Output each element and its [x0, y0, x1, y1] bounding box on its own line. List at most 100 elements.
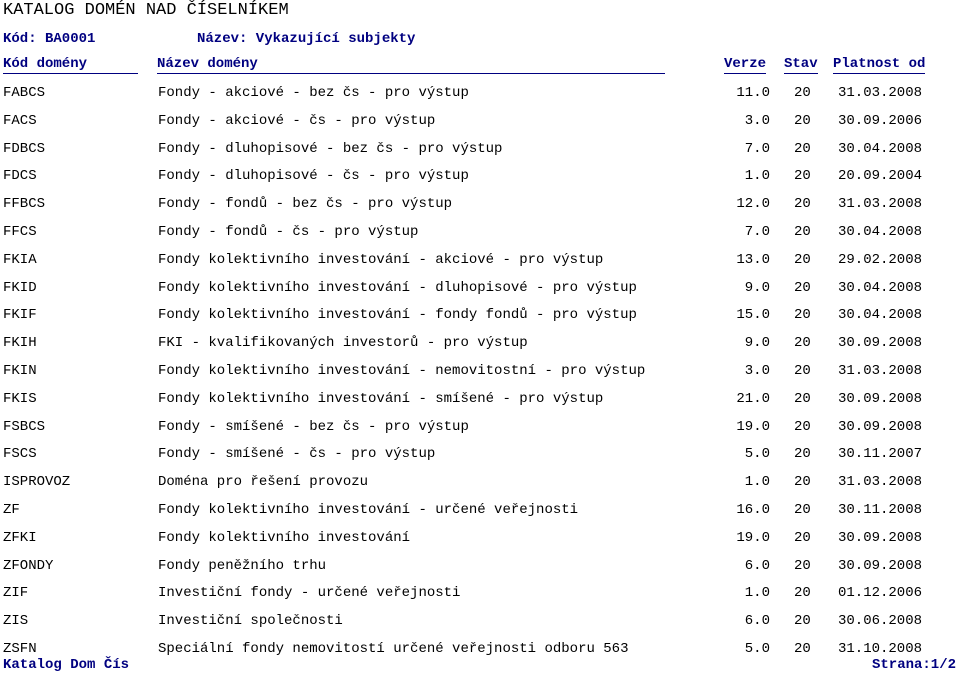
domain-code-cell: FKIN [3, 363, 37, 379]
valid-from-cell: 30.11.2007 [837, 446, 922, 463]
domain-name-cell: Speciální fondy nemovitostí určené veřej… [158, 641, 629, 657]
domain-name-cell: Fondy kolektivního investování - určené … [158, 502, 579, 518]
version-cell: 7.0 [744, 140, 770, 157]
valid-from-cell: 31.03.2008 [837, 196, 922, 213]
domain-code-cell: FKIA [3, 251, 37, 268]
domain-code-cell: ZIS [3, 613, 29, 630]
catalog-name: Název: Vykazující subjekty [197, 31, 416, 47]
table-row: ISPROVOZ Doména pro řešení provozu 1.0 20 31… [0, 473, 960, 491]
table-row: FABCS Fondy - akciové - bez čs - pro výst… [0, 84, 960, 102]
status-cell: 20 [794, 502, 811, 518]
domain-code-cell: FFCS [3, 224, 37, 240]
version-cell: 1.0 [744, 585, 770, 602]
table-row: FKID Fondy kolektivního investování - dlu… [0, 279, 960, 297]
status-cell: 20 [794, 168, 811, 185]
domain-name-cell: Fondy - smíšené - čs - pro výstup [158, 446, 436, 463]
version-cell: 11.0 [736, 85, 770, 101]
domain-name-cell: Investiční fondy - určené veřejnosti [158, 585, 461, 602]
table-row: ZIS Investiční společnosti 6.0 20 30.06.2008 [0, 612, 960, 630]
version-cell: 7.0 [744, 224, 770, 240]
domain-name-cell: Fondy - akciové - čs - pro výstup [158, 112, 436, 129]
page-indicator: Strana:1/2 [871, 657, 956, 673]
column-header-name: Název domény [157, 55, 665, 74]
status-cell: 20 [794, 140, 811, 157]
table-row: FACS Fondy - akciové - čs - pro výstup 3.0… [0, 112, 960, 130]
table-row: FDBCS Fondy - dluhopisové - bez čs - pro … [0, 140, 960, 158]
valid-from-cell: 30.04.2008 [837, 307, 922, 324]
status-cell: 20 [794, 112, 811, 129]
version-cell: 19.0 [736, 418, 770, 435]
domain-name-cell: Fondy - fondů - bez čs - pro výstup [158, 196, 453, 213]
status-cell: 20 [794, 446, 811, 463]
valid-from-cell: 30.04.2008 [837, 224, 922, 240]
status-cell: 20 [794, 307, 811, 324]
footer-title: Katalog Dom Čís [3, 657, 130, 673]
domain-code-cell: FSBCS [3, 418, 46, 435]
domain-name-cell: FKI - kvalifikovaných investorů - pro vý… [158, 335, 528, 352]
column-header-status: Stav [784, 56, 818, 74]
domain-code-cell: FACS [3, 112, 37, 129]
domain-name-cell: Fondy kolektivního investování - akciové… [158, 251, 604, 268]
valid-from-cell: 30.09.2008 [837, 529, 922, 546]
valid-from-cell: 30.11.2008 [837, 502, 922, 518]
version-cell: 6.0 [744, 613, 770, 630]
domain-code-cell: FFBCS [3, 196, 46, 213]
version-cell: 5.0 [744, 641, 770, 657]
domain-code-cell: FDCS [3, 168, 37, 185]
domain-code-cell: FKIS [3, 390, 37, 407]
valid-from-cell: 30.09.2008 [837, 390, 922, 407]
table-row: FFCS Fondy - fondů - čs - pro výstup 7.0 20… [0, 223, 960, 241]
version-cell: 3.0 [744, 363, 770, 379]
column-header-version: Verze [724, 56, 767, 74]
status-cell: 20 [794, 335, 811, 352]
version-cell: 9.0 [744, 335, 770, 352]
domain-code-cell: ZFONDY [3, 557, 54, 574]
domain-name-cell: Fondy - smíšené - bez čs - pro výstup [158, 418, 469, 435]
valid-from-cell: 30.09.2008 [837, 418, 922, 435]
domain-name-cell: Fondy kolektivního investování - fondy f… [158, 307, 637, 324]
valid-from-cell: 29.02.2008 [837, 251, 922, 268]
status-cell: 20 [794, 363, 811, 379]
catalog-code: Kód: BA0001 [3, 31, 96, 47]
valid-from-cell: 30.04.2008 [837, 140, 922, 157]
domain-name-cell: Fondy kolektivního investování - nemovit… [158, 363, 646, 379]
valid-from-cell: 30.04.2008 [837, 279, 922, 296]
domain-code-cell: FKID [3, 279, 37, 296]
status-cell: 20 [794, 613, 811, 630]
status-cell: 20 [794, 557, 811, 574]
status-cell: 20 [794, 585, 811, 602]
valid-from-cell: 31.03.2008 [837, 85, 922, 101]
domain-code-cell: ZFKI [3, 529, 37, 546]
status-cell: 20 [794, 224, 811, 240]
domain-name-cell: Fondy - dluhopisové - čs - pro výstup [158, 168, 469, 185]
valid-from-cell: 31.03.2008 [837, 474, 922, 491]
status-cell: 20 [794, 418, 811, 435]
version-cell: 13.0 [736, 251, 770, 268]
status-cell: 20 [794, 196, 811, 213]
version-cell: 1.0 [744, 168, 770, 185]
domain-name-cell: Fondy peněžního trhu [158, 557, 327, 574]
domain-name-cell: Fondy kolektivního investování - dluhopi… [158, 279, 637, 296]
domain-name-cell: Investiční společnosti [158, 613, 343, 630]
valid-from-cell: 31.03.2008 [837, 363, 922, 379]
version-cell: 6.0 [744, 557, 770, 574]
status-cell: 20 [794, 251, 811, 268]
status-cell: 20 [794, 390, 811, 407]
version-cell: 16.0 [736, 502, 770, 518]
domain-name-cell: Fondy - akciové - bez čs - pro výstup [158, 85, 469, 101]
version-cell: 5.0 [744, 446, 770, 463]
status-cell: 20 [794, 279, 811, 296]
table-row: ZFKI Fondy kolektivního investování 19.0 20… [0, 529, 960, 547]
valid-from-cell: 20.09.2004 [837, 168, 922, 185]
valid-from-cell: 30.09.2008 [837, 335, 922, 352]
table-row: FKIS Fondy kolektivního investování - smí… [0, 390, 960, 408]
table-row: FKIF Fondy kolektivního investování - fon… [0, 306, 960, 324]
column-header-valid-from: Platnost od [833, 56, 926, 74]
table-row: FSBCS Fondy - smíšené - bez čs - pro výst… [0, 418, 960, 436]
table-row: ZFONDY Fondy peněžního trhu 6.0 20 30.09.200… [0, 557, 960, 575]
domain-name-cell: Fondy kolektivního investování - smíšené… [158, 390, 604, 407]
table-row: FKIA Fondy kolektivního investování - akc… [0, 251, 960, 269]
domain-name-cell: Fondy - fondů - čs - pro výstup [158, 224, 419, 240]
domain-name-cell: Doména pro řešení provozu [158, 474, 369, 491]
version-cell: 1.0 [744, 474, 770, 491]
